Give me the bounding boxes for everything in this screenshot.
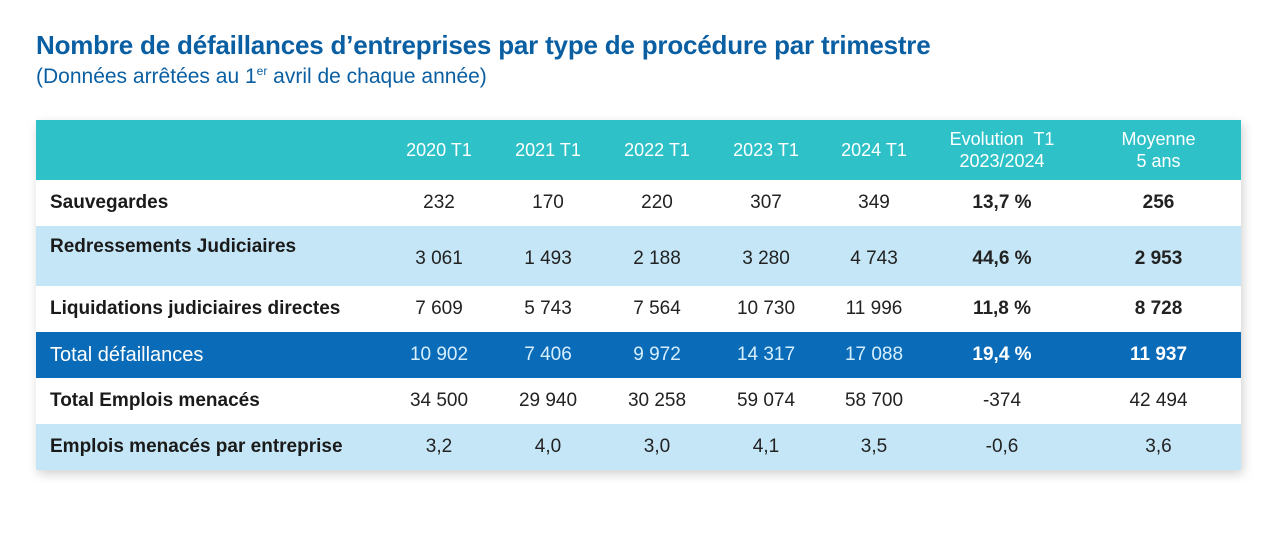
table-cell: 2 188 [633, 248, 681, 269]
average-cell: 8 728 [1134, 298, 1183, 319]
table-cell: 3 061 [415, 248, 463, 269]
row-label: Emplois menacés par entreprise [50, 436, 343, 457]
average-cell: 2 953 [1134, 248, 1183, 269]
table-cell: 11 996 [845, 298, 903, 319]
table-cell: 1 493 [524, 248, 572, 269]
table-cell: 3,5 [860, 436, 888, 457]
average-cell: 42 494 [1129, 390, 1188, 411]
table-cell: 9 972 [633, 344, 681, 365]
header-moyenne-line1: Moyenne [1121, 129, 1196, 149]
header-2021-t1: 2021 T1 [515, 140, 581, 160]
table-cell: 170 [532, 192, 564, 213]
header-2022-t1: 2022 T1 [624, 140, 690, 160]
header-2024-t1: 2024 T1 [841, 140, 907, 160]
header-evolution: Evolution T1 2023/2024 [928, 120, 1076, 180]
evolution-cell: -374 [982, 390, 1022, 411]
table-cell: 3,0 [643, 436, 671, 457]
table-cell: 7 609 [415, 298, 463, 319]
table-row-total: Total défaillances 10 902 7 406 9 972 14… [36, 332, 1241, 378]
table-cell: 14 317 [736, 344, 796, 365]
table-cell: 3 280 [742, 248, 790, 269]
table-row: Sauvegardes 232 170 220 307 349 13,7 % 2… [36, 180, 1241, 226]
row-label: Total défaillances [50, 343, 204, 366]
evolution-cell: 44,6 % [972, 248, 1032, 269]
header-evolution-line2: 2023/2024 [959, 151, 1045, 171]
header-2020-t1: 2020 T1 [406, 140, 472, 160]
average-cell: 256 [1142, 192, 1175, 213]
table-cell: 5 743 [524, 298, 572, 319]
row-label: Redressements Judiciaires [50, 236, 297, 257]
table-cell: 58 700 [844, 390, 904, 411]
header-moyenne-line2: 5 ans [1136, 151, 1181, 171]
row-label: Sauvegardes [50, 192, 169, 213]
evolution-cell: 11,8 % [972, 298, 1032, 319]
table-cell: 10 730 [736, 298, 796, 319]
page-subtitle: (Données arrêtées au 1er avril de chaque… [36, 64, 487, 89]
subtitle-text-end: avril de chaque année) [267, 65, 487, 88]
evolution-cell: -0,6 [985, 436, 1019, 457]
table-cell: 7 564 [633, 298, 681, 319]
evolution-cell: 19,4 % [972, 344, 1032, 365]
table-cell: 4 743 [850, 248, 898, 269]
table-cell: 17 088 [844, 344, 904, 365]
page-title: Nombre de défaillances d’entreprises par… [36, 30, 931, 60]
subtitle-superscript: er [256, 64, 268, 78]
table-row: Emplois menacés par entreprise 3,2 4,0 3… [36, 424, 1241, 470]
table-header-row: 2020 T1 2021 T1 2022 T1 2023 T1 2024 T1 … [36, 120, 1241, 180]
table-cell: 232 [423, 192, 455, 213]
table-cell: 4,0 [534, 436, 562, 457]
average-cell: 3,6 [1145, 436, 1172, 457]
failures-table-container: 2020 T1 2021 T1 2022 T1 2023 T1 2024 T1 … [36, 120, 1241, 470]
table-cell: 59 074 [736, 390, 796, 411]
table-cell: 29 940 [518, 390, 578, 411]
average-cell: 11 937 [1129, 344, 1188, 365]
row-label: Total Emplois menacés [50, 390, 260, 411]
table-cell: 220 [641, 192, 673, 213]
header-evolution-line1: Evolution T1 [949, 129, 1055, 149]
table-cell: 30 258 [627, 390, 687, 411]
table-row: Redressements Judiciaires 3 061 1 493 2 … [36, 226, 1241, 286]
subtitle-text-start: (Données arrêtées au 1 [36, 65, 257, 88]
evolution-cell: 13,7 % [972, 192, 1032, 213]
table-cell: 34 500 [409, 390, 469, 411]
table-cell: 4,1 [752, 436, 780, 457]
failures-table: 2020 T1 2021 T1 2022 T1 2023 T1 2024 T1 … [36, 120, 1241, 470]
header-moyenne: Moyenne 5 ans [1076, 120, 1241, 180]
header-2023-t1: 2023 T1 [733, 140, 799, 160]
header-empty-cell [36, 120, 384, 180]
table-cell: 349 [858, 192, 890, 213]
table-cell: 7 406 [524, 344, 572, 365]
table-cell: 307 [750, 192, 782, 213]
table-cell: 10 902 [409, 344, 469, 365]
table-cell: 3,2 [425, 436, 453, 457]
table-row: Total Emplois menacés 34 500 29 940 30 2… [36, 378, 1241, 424]
row-label: Liquidations judiciaires directes [50, 298, 341, 319]
table-row: Liquidations judiciaires directes 7 609 … [36, 286, 1241, 332]
